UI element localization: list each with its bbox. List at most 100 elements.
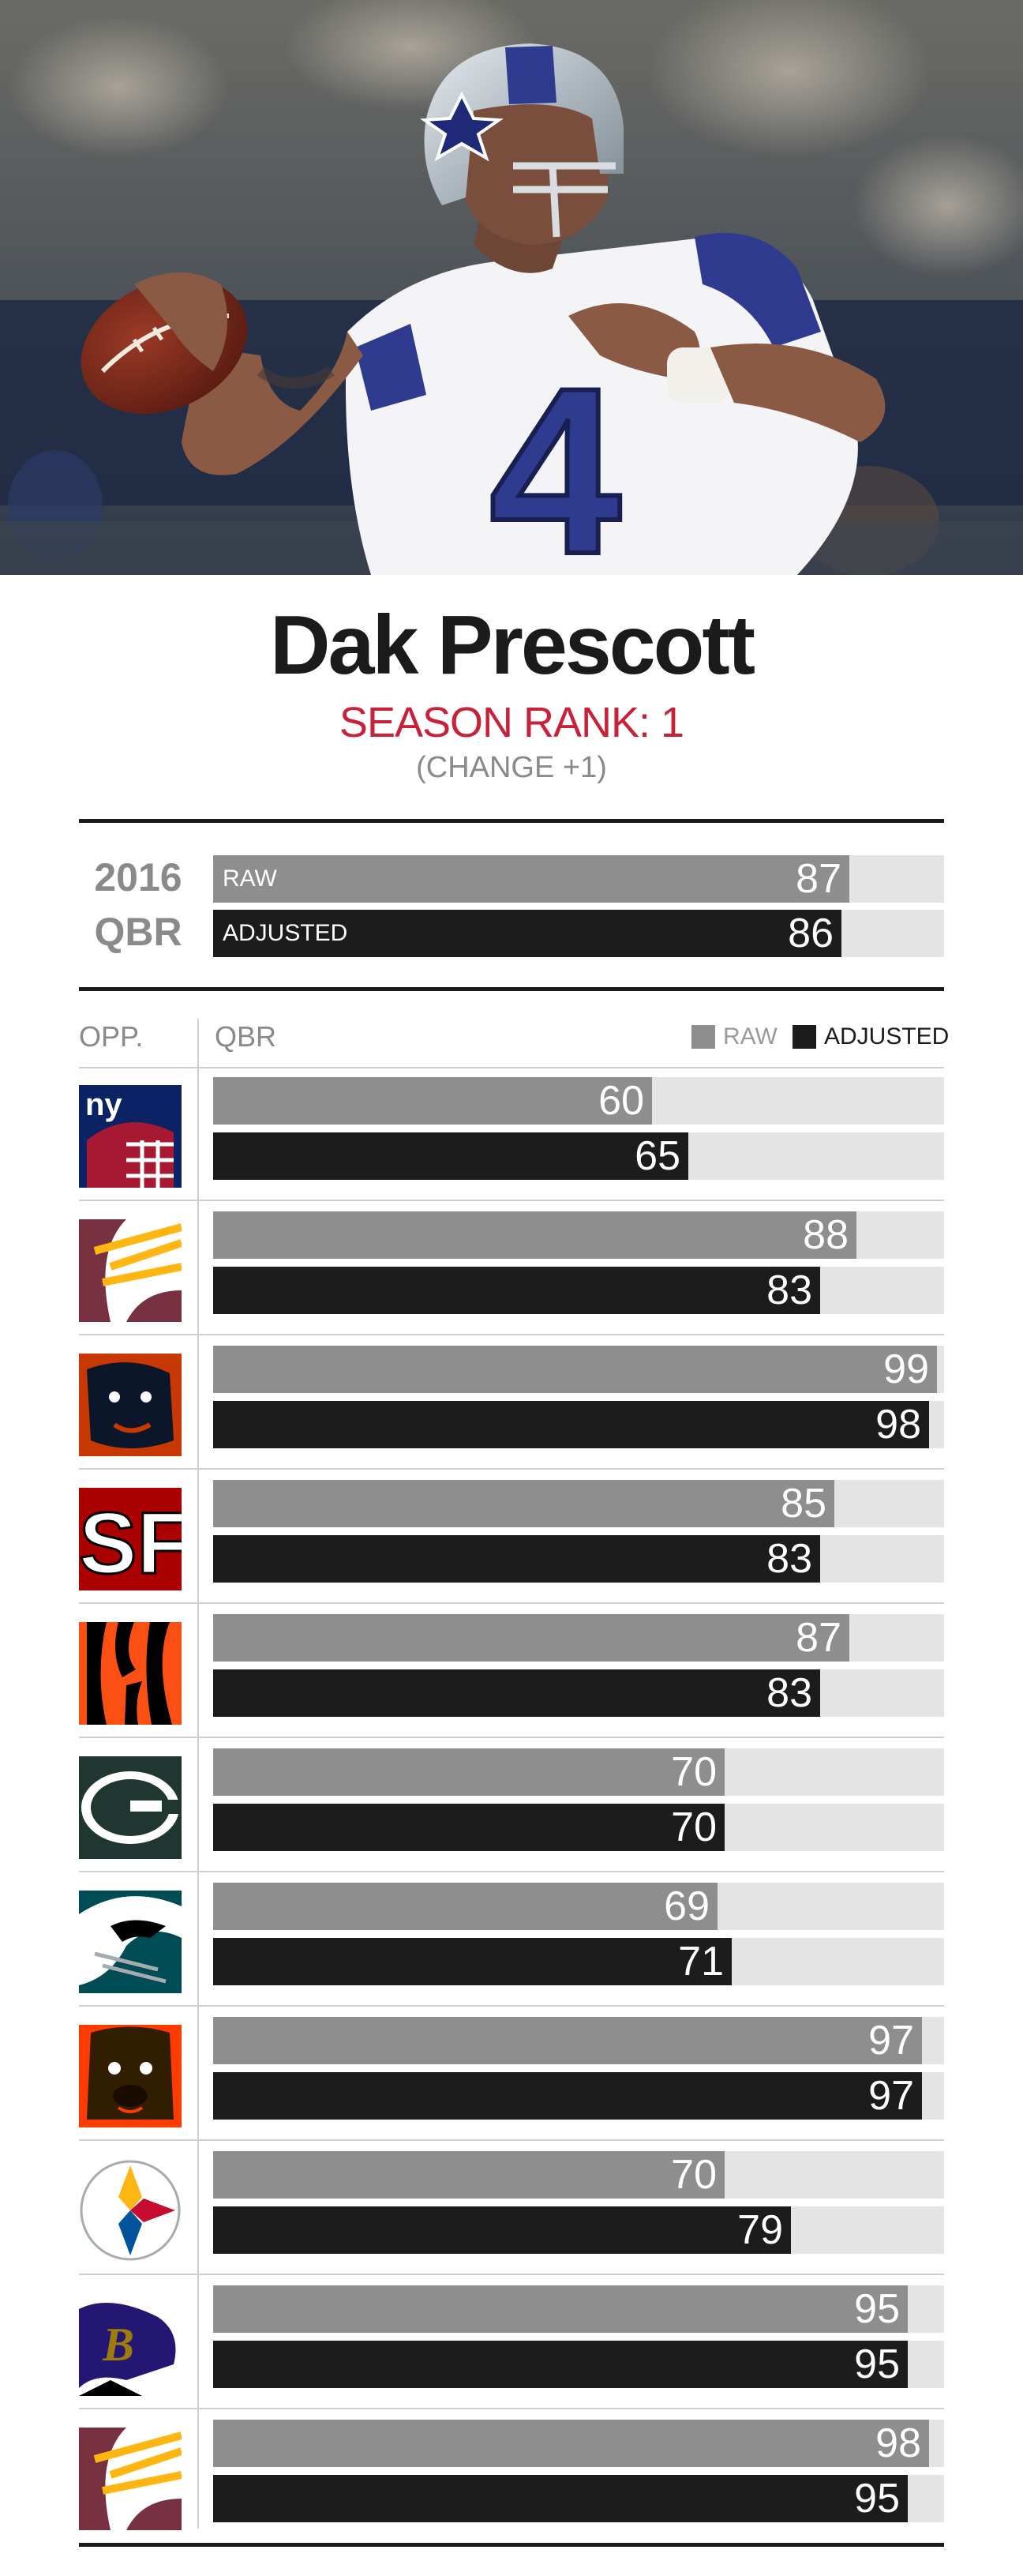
row-divider [79,1334,944,1335]
game-7-adjusted-track: 71 [213,1938,944,1985]
game-1-raw-bar: 60 [213,1077,652,1125]
season-adjusted-bar: ADJUSTED 86 [213,910,841,957]
redskins-logo [79,1219,182,1322]
redskins-logo [79,2428,182,2530]
game-5-raw-value: 87 [796,1615,841,1661]
game-7-raw-value: 69 [664,1883,710,1929]
game-2-adjusted-value: 83 [766,1267,812,1313]
game-6-adjusted-bar: 70 [213,1804,725,1851]
game-3-adjusted-track: 98 [213,1401,944,1448]
game-6-raw-track: 70 [213,1748,944,1796]
game-5-adjusted-value: 83 [766,1670,812,1716]
game-2-raw-value: 88 [803,1212,849,1258]
legend-adjusted-label: ADJUSTED [824,1023,950,1050]
eagles-logo [79,1891,182,1993]
game-9-adjusted-bar: 79 [213,2206,791,2254]
game-10-adjusted-bar: 95 [213,2341,908,2388]
qbr-column-header: QBR [215,1020,277,1053]
game-10-adjusted-track: 95 [213,2341,944,2388]
legend-raw-swatch [691,1025,715,1049]
game-3-raw-track: 99 [213,1346,944,1393]
game-1-raw-track: 60 [213,1077,944,1125]
game-10-raw-value: 95 [854,2286,900,2332]
season-raw-bar: RAW 87 [213,855,849,903]
game-6-raw-value: 70 [671,1749,717,1795]
game-11-raw-value: 98 [875,2420,921,2466]
player-name: Dak Prescott [269,599,755,692]
game-7-adjusted-bar: 71 [213,1938,732,1985]
svg-text:ny: ny [85,1087,122,1122]
game-8-raw-bar: 97 [213,2017,922,2064]
rank-change: (CHANGE +1) [416,751,607,784]
jersey-number: 4 [489,338,623,575]
game-11-adjusted-bar: 95 [213,2475,908,2522]
season-raw-track: RAW 87 [213,855,944,903]
legend-adjusted-swatch [793,1025,816,1049]
game-7-raw-bar: 69 [213,1883,718,1930]
legend-raw-label: RAW [723,1023,778,1050]
section-rule [79,987,944,991]
row-divider [79,2274,944,2275]
hero-photo: 4 [0,0,1023,575]
packers-logo [79,1756,182,1859]
game-2-raw-bar: 88 [213,1211,856,1259]
game-2-adjusted-bar: 83 [213,1267,820,1314]
game-4-raw-bar: 85 [213,1480,834,1527]
game-11-adjusted-track: 95 [213,2475,944,2522]
game-4-adjusted-track: 83 [213,1535,944,1583]
game-4-adjusted-value: 83 [766,1536,812,1582]
row-divider [79,2139,944,2141]
game-3-adjusted-value: 98 [875,1402,921,1448]
game-11-raw-track: 98 [213,2420,944,2467]
opp-column-header: OPP. [79,1020,144,1053]
game-11-adjusted-value: 95 [854,2476,900,2522]
game-3-raw-value: 99 [883,1346,929,1392]
game-8-adjusted-bar: 97 [213,2072,922,2120]
season-raw-value: 87 [796,856,841,902]
game-10-raw-track: 95 [213,2285,944,2333]
ravens-logo: B [79,2293,182,2396]
browns-logo [79,2025,182,2127]
game-1-raw-value: 60 [598,1078,644,1124]
game-6-raw-bar: 70 [213,1748,725,1796]
player-illustration: 4 [0,0,1023,575]
row-divider [79,1200,944,1201]
game-9-raw-track: 70 [213,2151,944,2199]
svg-text:SF: SF [79,1495,182,1590]
game-8-adjusted-value: 97 [868,2073,914,2119]
game-4-raw-track: 85 [213,1480,944,1527]
game-1-adjusted-value: 65 [635,1133,680,1179]
game-10-adjusted-value: 95 [854,2341,900,2387]
season-adjusted-tag: ADJUSTED [223,920,348,946]
game-11-raw-bar: 98 [213,2420,929,2467]
game-1-adjusted-bar: 65 [213,1132,688,1180]
game-9-raw-bar: 70 [213,2151,725,2199]
game-9-adjusted-track: 79 [213,2206,944,2254]
giants-logo: ny [79,1085,182,1188]
season-year-label: 2016 [94,855,182,899]
season-adjusted-track: ADJUSTED 86 [213,910,944,957]
bears-logo [79,1354,182,1456]
game-6-adjusted-track: 70 [213,1804,944,1851]
game-8-adjusted-track: 97 [213,2072,944,2120]
game-2-adjusted-track: 83 [213,1267,944,1314]
49ers-logo: SF [79,1488,182,1590]
game-9-raw-value: 70 [671,2152,717,2198]
bottom-rule [79,2543,944,2547]
game-5-adjusted-track: 83 [213,1669,944,1717]
row-divider [79,1737,944,1738]
game-7-raw-track: 69 [213,1883,944,1930]
row-divider [79,2005,944,2007]
row-divider [79,1468,944,1470]
game-3-adjusted-bar: 98 [213,1401,929,1448]
header-divider [79,1067,944,1068]
top-rule [79,819,944,823]
game-2-raw-track: 88 [213,1211,944,1259]
game-1-adjusted-track: 65 [213,1132,944,1180]
season-metric-label: QBR [94,910,182,954]
game-4-adjusted-bar: 83 [213,1535,820,1583]
bengals-logo [79,1622,182,1725]
steelers-logo [79,2159,182,2262]
game-4-raw-value: 85 [781,1481,826,1526]
season-raw-tag: RAW [223,866,277,892]
